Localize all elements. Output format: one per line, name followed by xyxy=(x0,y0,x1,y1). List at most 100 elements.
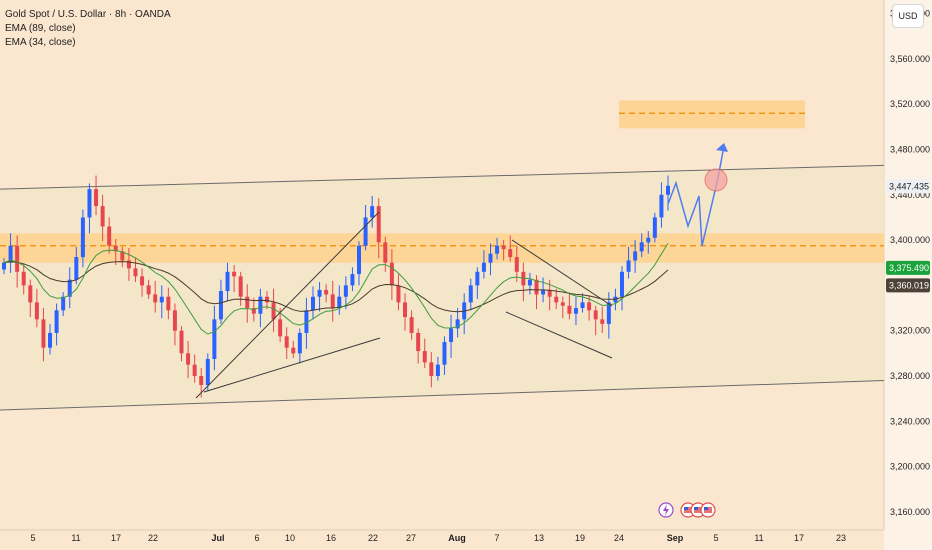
candle-body xyxy=(238,276,243,297)
candle-body xyxy=(343,285,348,297)
candle-body xyxy=(396,285,401,303)
y-tick-label: 3,480.000 xyxy=(890,144,930,154)
candle-body xyxy=(232,271,237,277)
candle-body xyxy=(495,245,500,254)
ema34-line xyxy=(3,243,669,335)
candle-body xyxy=(587,302,592,311)
price-badge-bg xyxy=(886,278,930,293)
projection-arrowhead xyxy=(716,143,728,152)
candle-body xyxy=(74,257,79,280)
candle-body xyxy=(159,296,164,303)
candle-body xyxy=(376,206,381,243)
lightning-glyph-icon xyxy=(663,504,669,516)
price-badge: 3,360.019 xyxy=(889,280,929,290)
candle-body xyxy=(2,262,6,270)
x-tick-label: 13 xyxy=(534,533,544,543)
candle-body xyxy=(541,289,546,295)
candle-body xyxy=(87,189,92,218)
candle-body xyxy=(435,364,440,376)
candle-body xyxy=(54,310,59,333)
x-tick-label: 5 xyxy=(713,533,718,543)
candle-body xyxy=(580,302,585,309)
candle-body xyxy=(646,237,651,243)
ema89-label[interactable]: EMA (89, close) xyxy=(5,23,76,34)
candle-body xyxy=(475,271,480,286)
support-zone xyxy=(0,233,884,263)
candle-body xyxy=(284,336,289,348)
x-tick-label: 11 xyxy=(754,533,763,543)
candle-body xyxy=(659,194,664,218)
candle-body xyxy=(619,271,624,297)
x-tick-label: 19 xyxy=(575,533,585,543)
candle-body xyxy=(666,185,670,195)
candle-body xyxy=(573,308,578,314)
candle-body xyxy=(28,285,33,303)
candle-body xyxy=(146,285,151,295)
candle-body xyxy=(133,268,138,277)
x-tick-label: 5 xyxy=(30,533,35,543)
candle-body xyxy=(245,296,250,309)
candle-body xyxy=(488,253,493,263)
candle-body xyxy=(304,310,309,333)
x-tick-label: 11 xyxy=(71,533,80,543)
candle-body xyxy=(652,217,657,238)
ema89-line xyxy=(3,261,669,313)
target-circle xyxy=(704,168,728,192)
candle-body xyxy=(291,347,296,354)
candle-body xyxy=(403,302,408,318)
price-badge: 3,375.490 xyxy=(889,263,929,273)
candle-body xyxy=(140,276,145,286)
x-tick-label: 24 xyxy=(614,533,624,543)
candle-body xyxy=(8,245,13,263)
candle-body xyxy=(153,294,158,303)
x-tick-label: Jul xyxy=(211,533,224,543)
candle-body xyxy=(501,245,506,250)
candle-body xyxy=(120,251,125,261)
candle-body xyxy=(534,279,539,295)
candle-body xyxy=(547,289,552,297)
candle-body xyxy=(370,206,375,218)
candle-body xyxy=(192,364,197,376)
candle-body xyxy=(422,351,427,363)
candle-body xyxy=(600,319,605,324)
y-tick-label: 3,200.000 xyxy=(890,462,930,472)
candle-body xyxy=(357,245,362,275)
candle-body xyxy=(113,245,118,252)
candle-body xyxy=(271,302,276,320)
pattern-line-3 xyxy=(505,311,613,359)
candle-body xyxy=(34,302,39,320)
candle-body xyxy=(15,245,20,272)
candle-body xyxy=(107,226,112,246)
candle-body xyxy=(310,296,315,311)
ema34-label[interactable]: EMA (34, close) xyxy=(5,37,76,48)
y-tick-label: 3,440.000 xyxy=(890,190,930,200)
candle-body xyxy=(100,206,105,227)
candle-body xyxy=(350,274,355,286)
candle-body xyxy=(593,310,598,320)
candle-body xyxy=(416,332,421,352)
x-tick-label: 17 xyxy=(794,533,804,543)
candle-body xyxy=(21,271,26,286)
symbol-title[interactable]: Gold Spot / U.S. Dollar · 8h · OANDA xyxy=(5,9,171,20)
candle-body xyxy=(455,319,460,329)
x-tick-label: 23 xyxy=(836,533,846,543)
candle-body xyxy=(166,296,171,311)
candle-body xyxy=(449,328,454,343)
candle-body xyxy=(639,242,644,252)
y-tick-label: 3,400.000 xyxy=(890,235,930,245)
candle-body xyxy=(330,294,335,309)
candle-body xyxy=(212,319,217,359)
candle-body xyxy=(205,358,210,386)
candle-body xyxy=(251,308,256,314)
candle-body xyxy=(179,330,184,354)
candle-body xyxy=(199,375,204,386)
candle-body xyxy=(527,279,532,286)
x-tick-label: 6 xyxy=(254,533,259,543)
currency-button[interactable]: USD xyxy=(892,4,924,28)
y-tick-label: 3,560.000 xyxy=(890,54,930,64)
x-tick-label: 27 xyxy=(406,533,416,543)
candle-body xyxy=(264,296,269,303)
candle-body xyxy=(560,302,565,306)
